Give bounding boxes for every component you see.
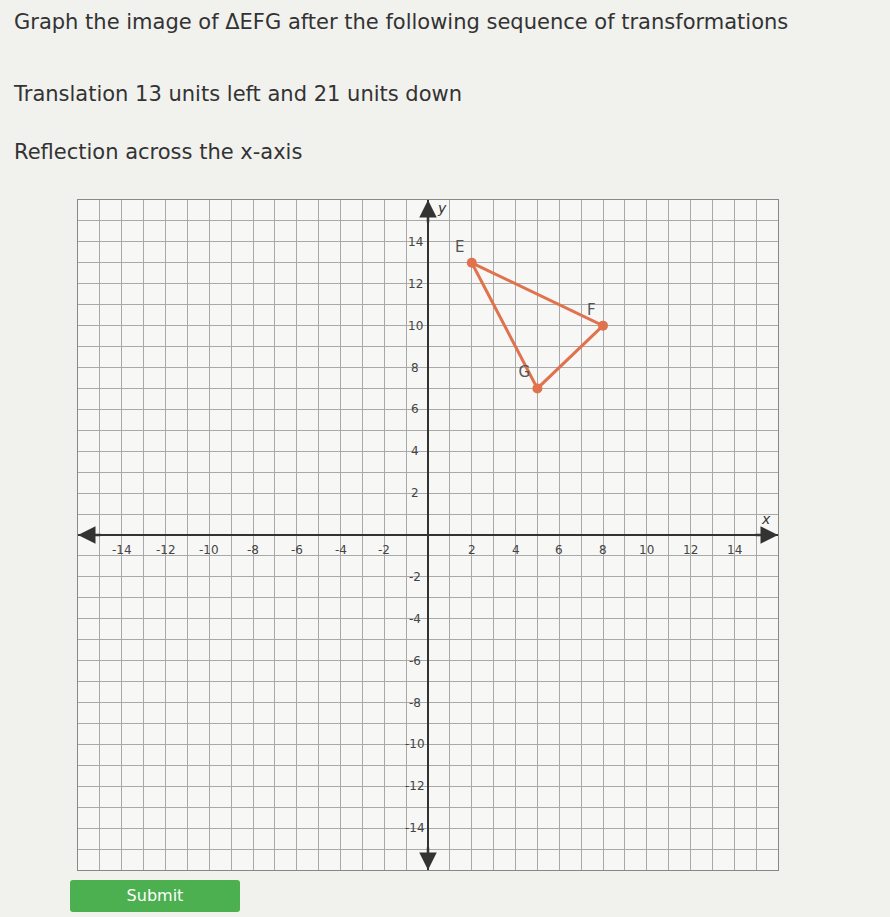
html-text:Submit: Submit xyxy=(126,886,184,905)
svg-text:10: 10 xyxy=(408,319,423,333)
svg-text:-12: -12 xyxy=(156,543,176,557)
svg-text:-8: -8 xyxy=(409,696,421,710)
svg-text:8: 8 xyxy=(599,543,607,557)
html-text:Graph the image of ΔEFG after: Graph the image of ΔEFG after the follow… xyxy=(14,10,789,34)
svg-text:-6: -6 xyxy=(291,543,303,557)
svg-text:2: 2 xyxy=(468,543,476,557)
svg-text:14: 14 xyxy=(727,543,742,557)
html-text:Reflection across the x-axis: Reflection across the x-axis xyxy=(14,140,303,164)
svg-text:-10: -10 xyxy=(199,543,219,557)
svg-text:-12: -12 xyxy=(405,779,425,793)
svg-text:4: 4 xyxy=(411,444,419,458)
svg-text:-14: -14 xyxy=(405,821,425,835)
svg-text:E: E xyxy=(455,238,464,256)
svg-text:-6: -6 xyxy=(409,654,421,668)
svg-text:-4: -4 xyxy=(335,543,347,557)
svg-text:-10: -10 xyxy=(405,737,425,751)
svg-text:y: y xyxy=(437,200,447,216)
svg-text:14: 14 xyxy=(408,235,423,249)
svg-text:6: 6 xyxy=(411,402,419,416)
svg-text:F: F xyxy=(587,301,596,319)
svg-text:12: 12 xyxy=(408,277,423,291)
html-text:Translation 13 units left and: Translation 13 units left and 21 units d… xyxy=(14,82,462,106)
svg-text:6: 6 xyxy=(555,543,563,557)
svg-text:2: 2 xyxy=(411,486,419,500)
svg-text:-2: -2 xyxy=(409,570,421,584)
svg-text:4: 4 xyxy=(512,543,520,557)
svg-text:-14: -14 xyxy=(112,543,132,557)
svg-text:-2: -2 xyxy=(378,543,390,557)
svg-text:8: 8 xyxy=(411,361,419,375)
svg-text:G: G xyxy=(519,363,531,381)
svg-text:x: x xyxy=(761,511,771,527)
svg-text:-4: -4 xyxy=(409,612,421,626)
svg-text:10: 10 xyxy=(639,543,654,557)
svg-text:-8: -8 xyxy=(247,543,259,557)
svg-text:12: 12 xyxy=(683,543,698,557)
